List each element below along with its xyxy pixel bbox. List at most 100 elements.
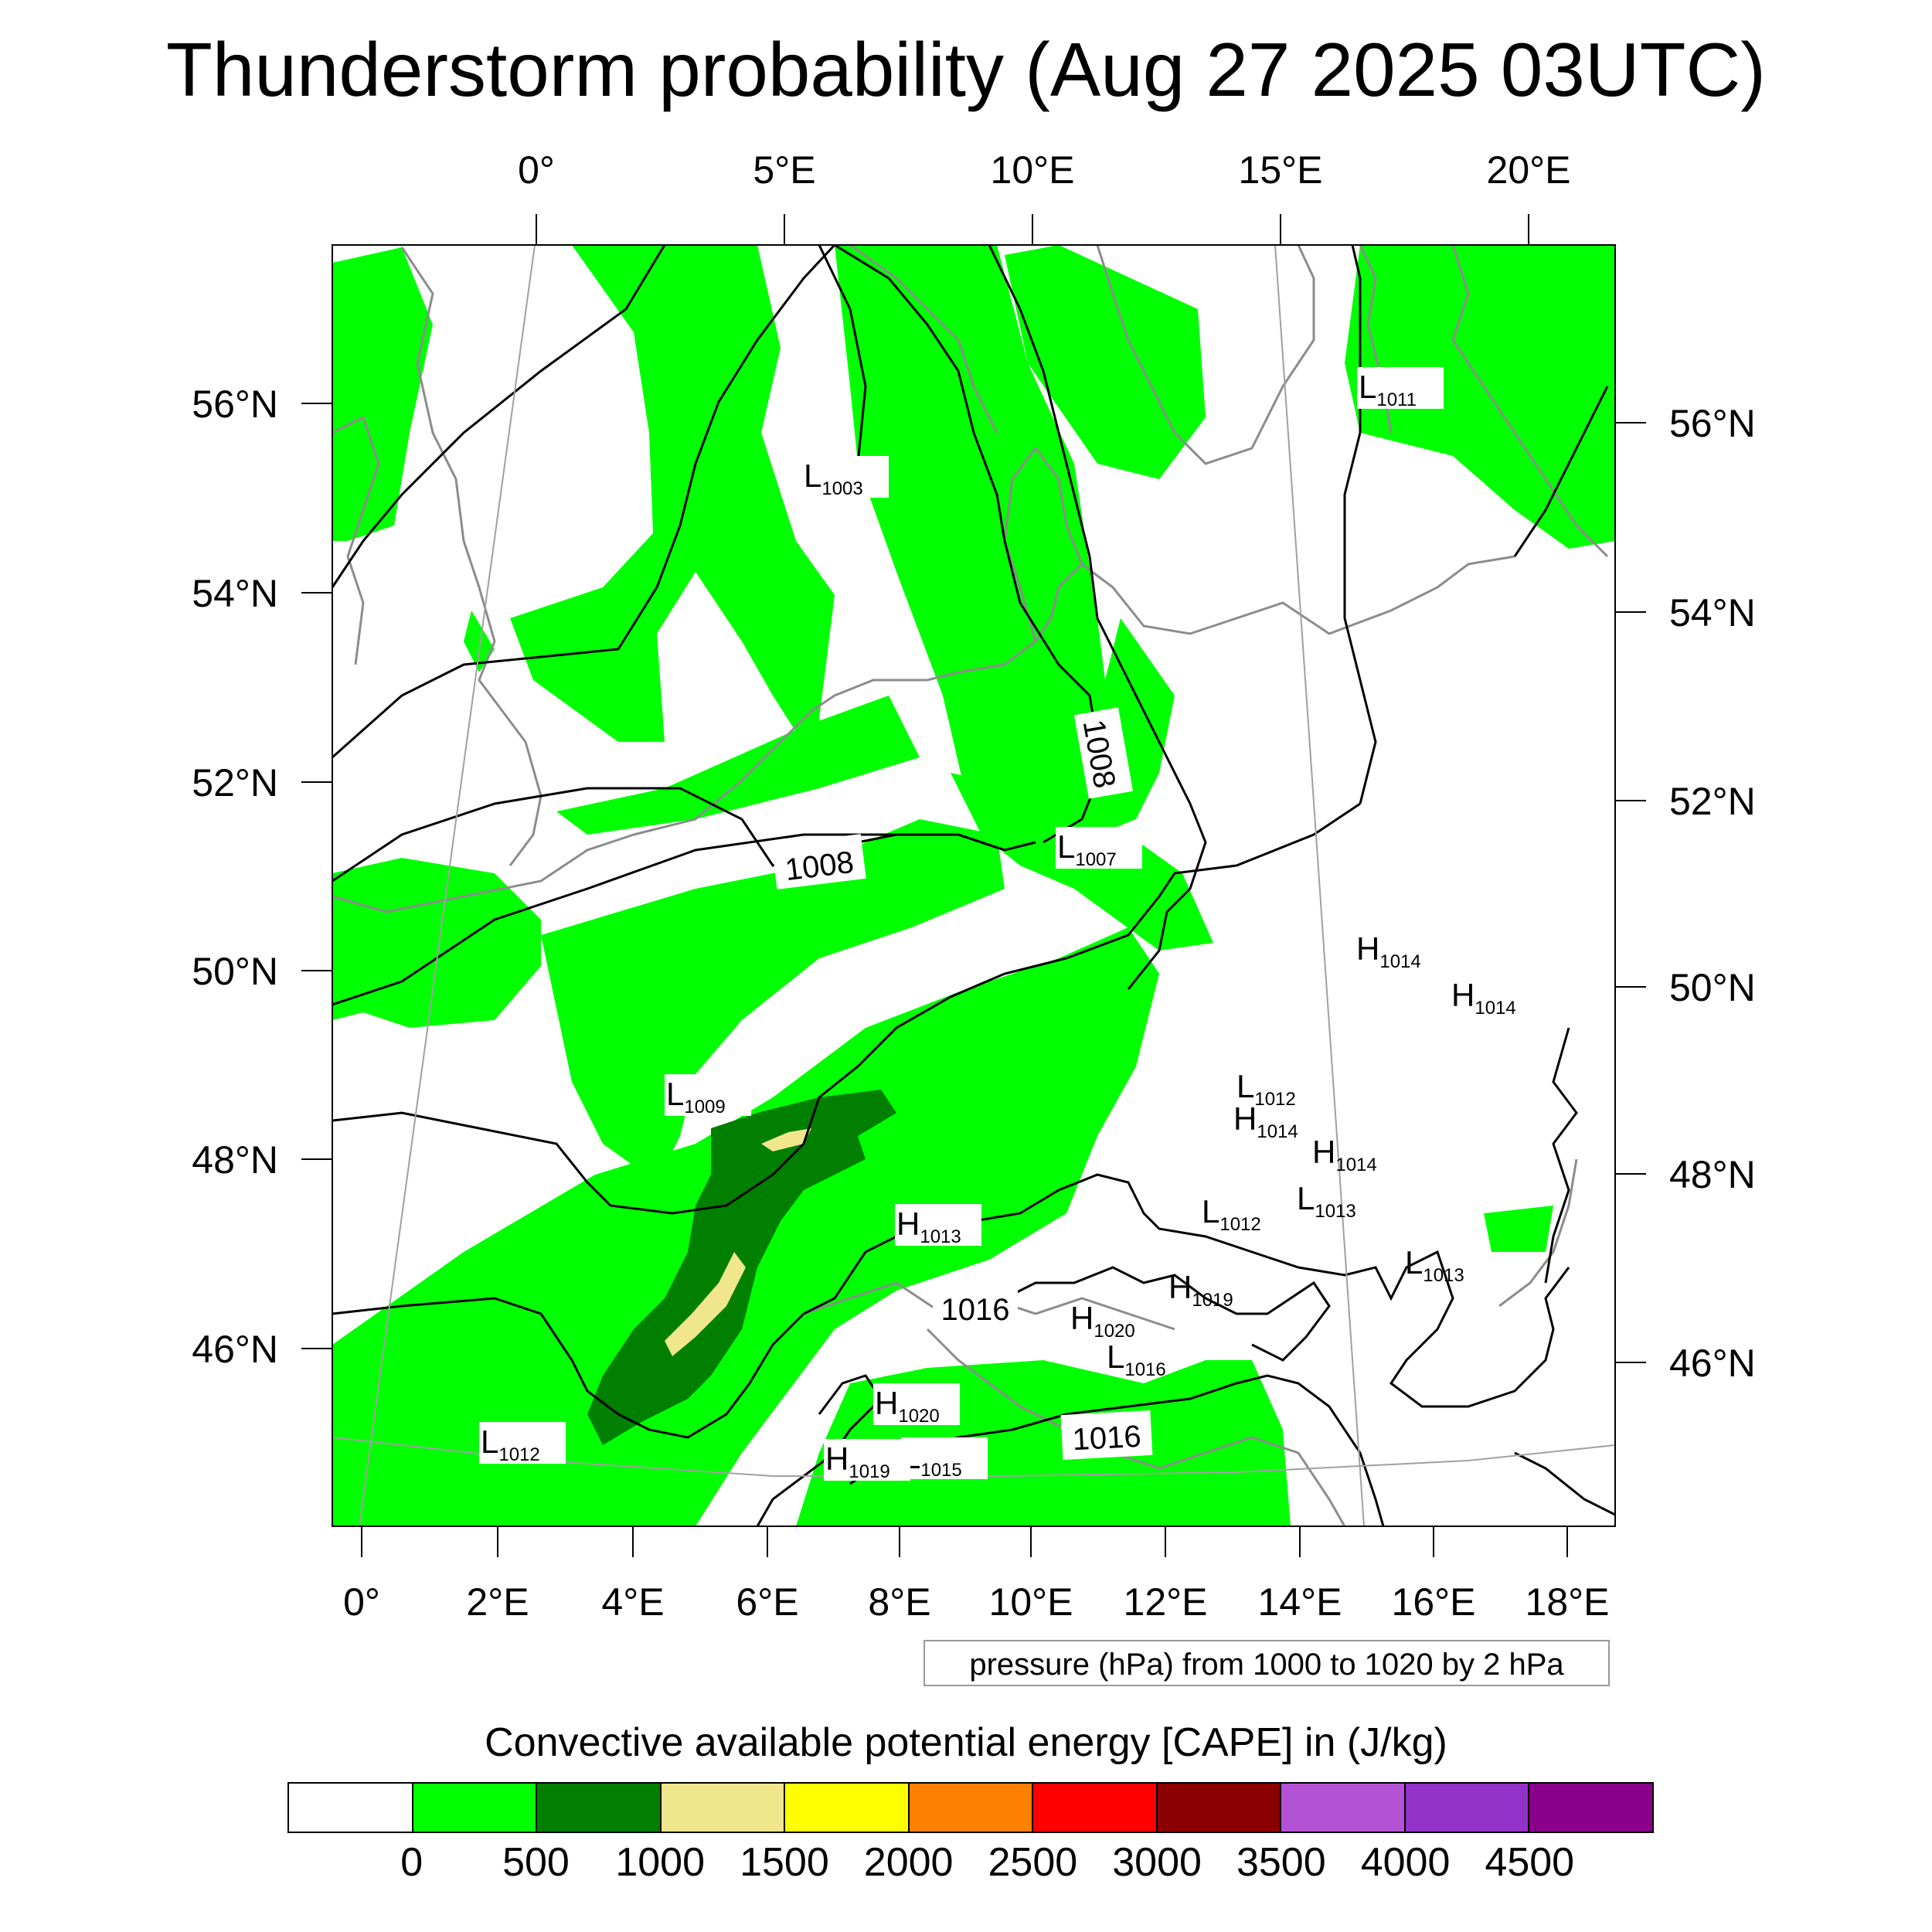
coastlines xyxy=(332,245,1609,1526)
cape-region-uk-west xyxy=(332,247,433,541)
colorbar-swatch xyxy=(413,1784,538,1832)
colorbar-label: 2000 xyxy=(863,1840,954,1885)
coastline-britain-east xyxy=(400,247,543,866)
isobar-france-1 xyxy=(332,833,1005,1006)
pressure-center: L1012 xyxy=(1236,1068,1296,1110)
colorbar-swatch xyxy=(1033,1784,1158,1832)
pressure-center: L1009 xyxy=(665,1074,751,1117)
map-title: Thunderstorm probability (Aug 27 2025 03… xyxy=(166,27,1766,112)
colorbar-swatch xyxy=(661,1784,786,1832)
colorbar-label: 1000 xyxy=(615,1840,706,1885)
colorbar-label: 4500 xyxy=(1485,1840,1575,1885)
svg-text:H1013: H1013 xyxy=(896,1206,961,1247)
right-tick-marks xyxy=(1615,422,1646,1363)
colorbar-label: 3500 xyxy=(1236,1840,1326,1885)
coastline-sweden xyxy=(1096,245,1315,465)
isobar-france-3 xyxy=(332,1227,928,1439)
isobar-east-3 xyxy=(1544,1027,1578,1284)
pressure-center: H1014 xyxy=(1312,1134,1377,1175)
colorbar-label: 0 xyxy=(400,1840,423,1885)
cape-region-france-west xyxy=(332,858,541,1028)
bottom-lon-label: 12°E xyxy=(1124,1580,1208,1624)
svg-text:H1014: H1014 xyxy=(1356,930,1421,972)
svg-text:H1019: H1019 xyxy=(1168,1269,1233,1311)
bottom-lon-label: 6°E xyxy=(736,1580,798,1624)
svg-text:L1012: L1012 xyxy=(1236,1068,1296,1110)
coastline-channel-south xyxy=(332,833,634,913)
left-lat-label: 48°N xyxy=(192,1138,278,1182)
coastline-balkan xyxy=(1498,1158,1578,1308)
pressure-center: H1014 xyxy=(1233,1100,1298,1142)
svg-text:H1014: H1014 xyxy=(1451,977,1516,1019)
colorbar-title: Convective available potential energy [C… xyxy=(485,1720,1447,1765)
pressure-center: L1016 xyxy=(1107,1338,1166,1380)
colorbar-swatch xyxy=(909,1784,1034,1832)
left-lat-label: 46°N xyxy=(192,1328,278,1371)
pressure-center: L1013 xyxy=(1297,1180,1356,1222)
pressure-center: L1003 xyxy=(802,456,889,499)
svg-text:L1007: L1007 xyxy=(1057,828,1117,870)
cape-khaki-patch-south xyxy=(665,1252,746,1356)
cape-region-uk-east xyxy=(464,611,495,672)
svg-text:L1012: L1012 xyxy=(481,1423,540,1465)
isobar-north-1 xyxy=(332,245,666,588)
cape-region-north-sea xyxy=(510,245,835,781)
colorbar-swatch xyxy=(1529,1784,1653,1832)
coastline-britain-west xyxy=(332,415,380,665)
colorbar-swatch xyxy=(785,1784,910,1832)
cape-0-500-region xyxy=(332,245,1615,1526)
svg-text:H1020: H1020 xyxy=(875,1385,940,1427)
top-lon-labels: 0° 5°E 10°E 15°E 20°E xyxy=(518,148,1570,192)
isobar-east-4 xyxy=(1514,1451,1615,1516)
bottom-lon-label: 8°E xyxy=(868,1580,930,1624)
cape-region-channel xyxy=(556,696,920,835)
right-lat-label: 54°N xyxy=(1669,591,1756,634)
pressure-contour-note: pressure (hPa) from 1000 to 1020 by 2 hP… xyxy=(923,1640,1610,1686)
coastline-benelux xyxy=(633,671,959,836)
bottom-lon-label: 16°E xyxy=(1392,1580,1476,1624)
left-tick-marks xyxy=(301,403,332,1349)
top-lon-label: 20°E xyxy=(1487,148,1571,192)
pressure-center: H1019 xyxy=(824,1439,910,1482)
right-lat-labels: 56°N 54°N 52°N 50°N 48°N 46°N xyxy=(1669,402,1756,1385)
pressure-center: L1013 xyxy=(1405,1244,1464,1286)
pressure-center: L1011 xyxy=(1357,367,1444,410)
cape-region-baltic xyxy=(1345,245,1615,549)
svg-text:H1020: H1020 xyxy=(1070,1300,1135,1342)
left-lat-label: 50°N xyxy=(192,950,278,993)
svg-text:H1014: H1014 xyxy=(1233,1100,1298,1142)
right-lat-label: 48°N xyxy=(1669,1153,1756,1196)
top-tick-marks xyxy=(536,214,1529,245)
colorbar-label: 3000 xyxy=(1112,1840,1202,1885)
isobar-alps-3 xyxy=(756,1374,883,1526)
coastline-baltic-east xyxy=(1451,245,1609,558)
isobar-label: 1016 xyxy=(1072,1420,1142,1458)
bottom-tick-marks xyxy=(361,1526,1568,1557)
pressure-center: H1019 xyxy=(1168,1269,1233,1311)
pressure-center: L1007 xyxy=(1056,827,1142,870)
isobar-italy xyxy=(849,1374,1385,1526)
top-lon-label: 10°E xyxy=(991,148,1075,192)
pressure-center: H1020 xyxy=(1070,1300,1135,1342)
bottom-lon-label: 10°E xyxy=(989,1580,1073,1624)
pressure-center: H1013 xyxy=(895,1204,981,1247)
left-lat-labels: 56°N 54°N 52°N 50°N 48°N 46°N xyxy=(192,383,278,1371)
colorbar-swatch xyxy=(1157,1784,1282,1832)
isobar-label: 1008 xyxy=(784,845,856,888)
colorbar-label: 2500 xyxy=(988,1840,1078,1885)
isobars xyxy=(332,245,1615,1526)
svg-text:L1016: L1016 xyxy=(1107,1338,1166,1380)
coastline-adriatic xyxy=(926,1328,1346,1526)
bottom-lon-label: 4°E xyxy=(601,1580,664,1624)
svg-text:L1011: L1011 xyxy=(1359,369,1417,410)
svg-text:L1012: L1012 xyxy=(1202,1193,1261,1235)
left-lat-label: 52°N xyxy=(192,761,278,804)
isobar-france-2 xyxy=(332,802,1361,1215)
cape-1000-1500-region xyxy=(665,1128,811,1356)
svg-text:H1019: H1019 xyxy=(825,1440,890,1482)
pressure-center: H1014 xyxy=(1356,930,1421,972)
isobar-alps-2 xyxy=(1004,1266,1331,1362)
pressure-centers: L1011 L1003 L1007 L1009 L1012 L1012 L101… xyxy=(479,367,1516,1482)
pressure-center: L1012 xyxy=(1202,1193,1261,1235)
pressure-center: L1012 xyxy=(479,1422,566,1465)
